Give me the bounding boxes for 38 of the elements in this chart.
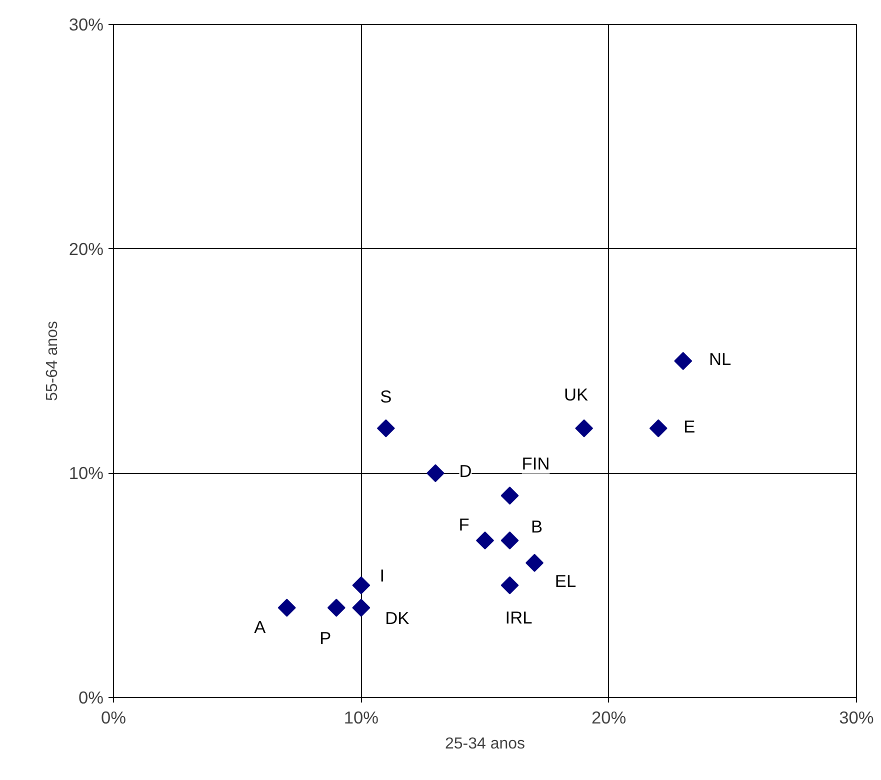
annotation: I: [380, 565, 385, 586]
annotation: A: [254, 616, 266, 637]
annotation: NL: [709, 349, 732, 369]
point: [476, 531, 494, 550]
point: [500, 531, 519, 550]
point: [352, 598, 370, 617]
annotation: FIN: [522, 454, 550, 474]
point: [500, 486, 519, 505]
annotation: IRL: [505, 607, 533, 628]
point: [376, 419, 395, 438]
y-tick-label: 30%: [68, 14, 104, 34]
x-axis-title: 25-34 anos: [444, 736, 526, 752]
x-tick-label: 30%: [839, 708, 874, 728]
x-tick-label: 20%: [591, 708, 626, 728]
annotation: F: [458, 514, 470, 534]
y-tick-label: 10%: [68, 463, 104, 484]
annotation: P: [320, 628, 332, 648]
annotation: E: [684, 416, 696, 436]
point: [278, 598, 296, 617]
point: [500, 576, 519, 594]
point: [327, 598, 346, 617]
x-tick-label: 0%: [100, 708, 126, 728]
x-tick-label: 10%: [344, 708, 379, 728]
annotation: DK: [385, 608, 410, 628]
point: [649, 419, 668, 438]
annotation: UK: [564, 384, 589, 404]
point: [426, 464, 444, 482]
y-tick-label: 20%: [68, 238, 104, 259]
annotation: EL: [554, 570, 576, 591]
annotation: B: [530, 516, 543, 536]
point: [526, 554, 544, 572]
point: [674, 352, 692, 370]
point: [575, 419, 594, 438]
y-tick-label: 0%: [78, 688, 104, 708]
annotation: D: [459, 461, 472, 482]
annotation: S: [380, 386, 392, 406]
y-axis-title: 55-64 anos: [44, 320, 61, 402]
point: [352, 576, 370, 594]
